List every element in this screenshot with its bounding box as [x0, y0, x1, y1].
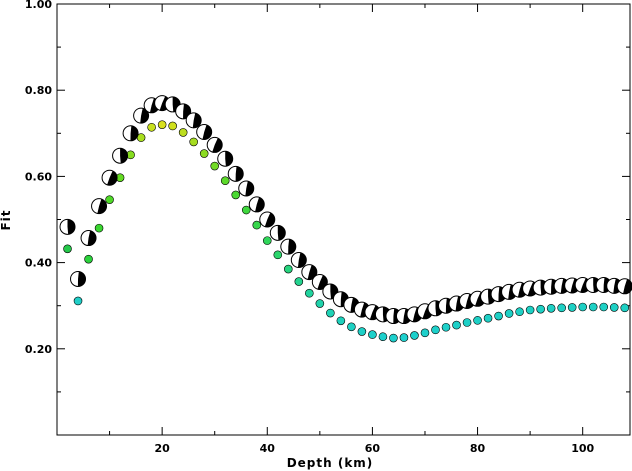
- y-axis-title: Fit: [0, 209, 13, 230]
- colored-fit-series: [63, 120, 630, 343]
- fit-point: [420, 328, 430, 338]
- y-tick-label: 0.60: [25, 170, 52, 183]
- fit-point: [378, 332, 388, 342]
- fit-point: [305, 288, 314, 298]
- mechanism-point: [616, 278, 632, 295]
- fit-point: [536, 304, 545, 314]
- fit-point: [241, 205, 251, 215]
- fit-point: [189, 137, 198, 147]
- mechanism-point: [80, 230, 97, 247]
- fit-point: [399, 333, 409, 342]
- fit-point: [73, 296, 83, 306]
- x-axis: 20 40 60 80 100: [56, 4, 595, 455]
- y-tick-label: 0.80: [25, 84, 52, 97]
- mechanism-point: [259, 211, 276, 228]
- x-tick-label: 80: [470, 442, 486, 455]
- fit-point: [557, 303, 566, 313]
- fit-point: [94, 223, 104, 233]
- mechanism-point: [206, 136, 223, 153]
- fit-point: [389, 333, 398, 343]
- mechanism-point: [269, 224, 286, 241]
- y-tick-label: 0.20: [25, 343, 52, 356]
- mechanism-point: [280, 238, 297, 255]
- fit-point: [494, 311, 503, 321]
- fit-point: [231, 190, 241, 200]
- fit-point: [483, 313, 493, 323]
- mechanism-point: [122, 125, 139, 142]
- mechanism-point: [175, 103, 192, 120]
- fit-point: [157, 120, 167, 129]
- fit-point: [504, 309, 514, 318]
- fit-point: [525, 305, 535, 315]
- fit-point: [357, 327, 367, 336]
- plot-frame: [56, 3, 631, 436]
- fit-point: [410, 331, 419, 340]
- mechanism-point: [101, 169, 118, 186]
- x-tick-label: 40: [260, 442, 276, 455]
- mechanism-point: [59, 218, 76, 235]
- fit-point: [473, 316, 482, 325]
- fit-point: [199, 149, 209, 158]
- fit-point: [347, 322, 356, 332]
- fit-point: [262, 236, 272, 245]
- fit-point: [431, 325, 440, 335]
- fit-point: [515, 307, 524, 317]
- fit-point: [147, 122, 156, 132]
- fit-point: [326, 308, 335, 318]
- fit-point: [210, 161, 220, 171]
- fit-point: [578, 302, 587, 312]
- fit-point: [178, 128, 188, 137]
- mechanism-point: [290, 252, 307, 269]
- fit-point: [620, 303, 630, 313]
- fit-point: [63, 244, 72, 254]
- mechanism-point: [217, 150, 234, 167]
- mechanism-point: [301, 264, 318, 281]
- y-tick-label: 1.00: [25, 0, 52, 11]
- x-tick-label: 60: [365, 442, 381, 455]
- fit-point: [273, 250, 283, 260]
- fit-point: [599, 302, 609, 312]
- y-axis: 0.20 0.40 0.60 0.80 1.00: [25, 0, 630, 436]
- fit-point: [294, 277, 304, 286]
- mechanism-point: [91, 198, 108, 215]
- mechanism-point: [133, 107, 150, 124]
- fit-point: [546, 303, 556, 313]
- mechanism-point: [196, 124, 213, 141]
- fit-point: [105, 195, 114, 204]
- x-tick-label: 20: [154, 442, 170, 455]
- fit-point: [84, 254, 93, 264]
- fit-point: [462, 318, 472, 327]
- mechanism-point: [185, 112, 202, 129]
- fit-point: [588, 302, 598, 312]
- fit-point: [315, 299, 325, 308]
- fit-point: [252, 220, 262, 230]
- mechanism-point: [112, 147, 129, 164]
- fit-point: [609, 303, 619, 312]
- fit-point: [441, 322, 451, 332]
- mechanism-point: [238, 180, 255, 197]
- fit-point: [168, 121, 177, 131]
- x-axis-title: Depth (km): [287, 456, 374, 470]
- fit-point: [368, 330, 377, 339]
- mechanism-fit-series: [59, 95, 632, 325]
- fit-point: [284, 264, 293, 274]
- fit-point: [336, 316, 346, 326]
- fit-point: [452, 320, 461, 330]
- x-tick-label: 100: [571, 442, 594, 455]
- mechanism-point: [70, 270, 87, 287]
- fit-point: [567, 303, 577, 312]
- mechanism-point: [227, 165, 244, 182]
- fit-point: [220, 176, 230, 186]
- mechanism-point: [248, 196, 265, 213]
- y-tick-label: 0.40: [25, 257, 52, 270]
